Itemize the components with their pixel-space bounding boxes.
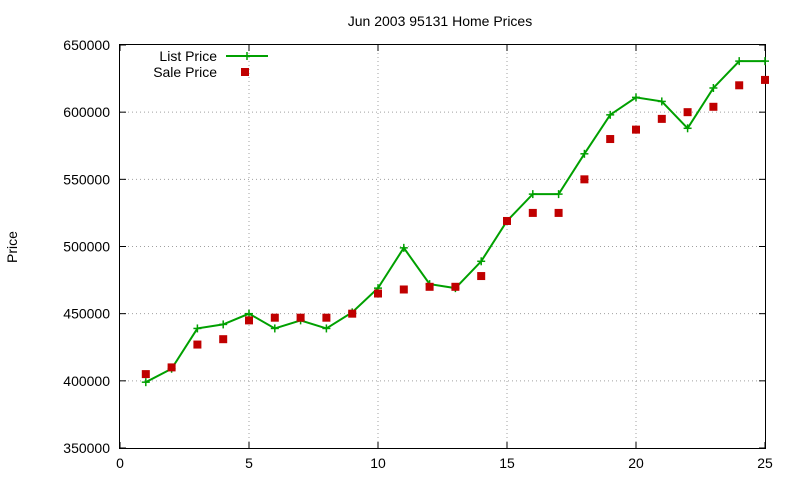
data-point bbox=[657, 97, 666, 106]
data-point bbox=[193, 324, 202, 333]
y-axis-label: Price bbox=[4, 231, 20, 263]
data-point bbox=[374, 289, 382, 298]
data-point bbox=[503, 216, 511, 225]
legend-label: List Price bbox=[159, 48, 217, 64]
data-point bbox=[735, 81, 744, 90]
data-point bbox=[632, 93, 640, 102]
data-point bbox=[657, 114, 666, 123]
data-point bbox=[270, 313, 279, 322]
plot-frame bbox=[119, 44, 766, 449]
data-point bbox=[580, 149, 589, 158]
data-point bbox=[709, 83, 718, 92]
legend-marker bbox=[241, 68, 249, 76]
data-point bbox=[735, 57, 744, 66]
data-point bbox=[683, 108, 692, 117]
chart-title: Jun 2003 95131 Home Prices bbox=[348, 13, 532, 29]
data-point bbox=[761, 75, 769, 84]
data-point bbox=[322, 313, 331, 322]
data-point bbox=[245, 316, 253, 325]
series-1 bbox=[141, 57, 769, 387]
data-point bbox=[606, 135, 615, 144]
data-point bbox=[580, 175, 589, 184]
data-point bbox=[193, 340, 202, 349]
data-point bbox=[322, 324, 331, 333]
data-point bbox=[554, 208, 563, 217]
x-tick-label: 10 bbox=[370, 455, 386, 471]
data-point bbox=[606, 110, 615, 119]
data-point bbox=[451, 282, 460, 291]
y-tick-label: 650000 bbox=[63, 37, 110, 53]
data-point bbox=[528, 208, 537, 217]
data-point bbox=[270, 324, 279, 333]
grid bbox=[120, 45, 765, 448]
y-tick-label: 350000 bbox=[63, 440, 110, 456]
y-tick-label: 400000 bbox=[63, 373, 110, 389]
x-tick-label: 25 bbox=[757, 455, 773, 471]
data-point bbox=[554, 190, 563, 199]
data-point bbox=[477, 257, 486, 266]
data-point bbox=[167, 363, 176, 372]
data-point bbox=[683, 124, 692, 133]
data-point bbox=[219, 335, 228, 344]
data-point bbox=[399, 243, 408, 252]
data-point bbox=[399, 285, 408, 294]
x-tick-label: 15 bbox=[499, 455, 515, 471]
data-point bbox=[348, 309, 357, 318]
data-point bbox=[709, 102, 718, 111]
y-tick-label: 550000 bbox=[63, 171, 110, 187]
y-tick-label: 600000 bbox=[63, 104, 110, 120]
series-line bbox=[145, 60, 765, 384]
data-point bbox=[141, 378, 150, 387]
data-point bbox=[477, 272, 486, 281]
data-point bbox=[141, 370, 150, 379]
ticks: 0 5 10 15 20 25 350000 400000 450000 500000 550000… bbox=[63, 37, 773, 471]
series-2 bbox=[141, 75, 769, 379]
legend-label: Sale Price bbox=[153, 64, 217, 80]
data-point bbox=[761, 57, 769, 66]
legend-marker bbox=[243, 52, 251, 60]
series bbox=[141, 57, 769, 387]
y-tick-label: 500000 bbox=[63, 239, 110, 255]
data-point bbox=[296, 313, 305, 322]
y-tick-label: 450000 bbox=[63, 306, 110, 322]
data-point bbox=[245, 309, 253, 318]
data-point bbox=[425, 282, 434, 291]
data-point bbox=[528, 190, 537, 199]
x-tick-label: 5 bbox=[245, 455, 253, 471]
data-point bbox=[219, 320, 228, 329]
x-tick-label: 0 bbox=[116, 455, 124, 471]
data-point bbox=[632, 125, 640, 134]
x-tick-label: 20 bbox=[628, 455, 644, 471]
